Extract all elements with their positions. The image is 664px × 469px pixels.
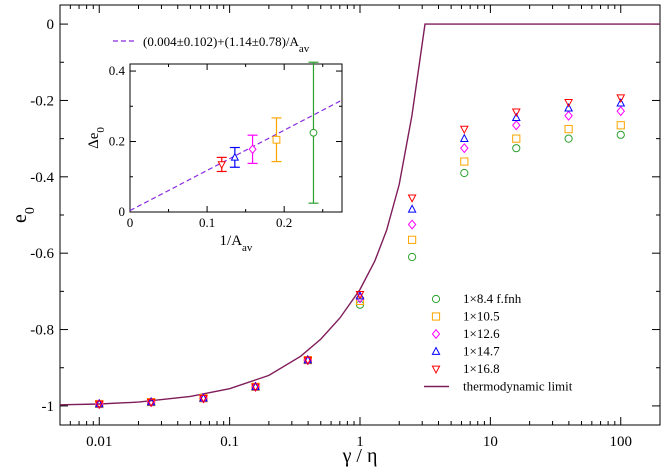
- y-tick-label: -0.4: [30, 170, 54, 186]
- data-point: [616, 98, 626, 107]
- data-point: [564, 98, 574, 108]
- data-point: [408, 252, 417, 262]
- x-tick-label: 1: [356, 434, 364, 450]
- inset-data-point: [272, 135, 281, 144]
- inset-frame: [129, 63, 343, 213]
- data-point: [146, 398, 156, 408]
- inset-plot: 0 0.1 0.2 0 0.2 0.4 1/Aav Δe0 (0.004±0.102)+(1.1…: [86, 34, 343, 254]
- inset-y-axis-label: Δe0: [86, 127, 107, 149]
- fit-legend-label: (0.004±0.102)+(1.14±0.78)/Aav: [143, 34, 310, 55]
- data-point: [511, 108, 521, 117]
- data-point: [616, 130, 625, 139]
- legend-marker: [431, 312, 441, 321]
- data-point: [94, 398, 104, 408]
- data-point: [199, 393, 208, 402]
- data-point: [616, 121, 625, 130]
- legend-label: 1×10.5: [463, 309, 500, 324]
- legend-label: 1×8.4 f.fnh: [463, 291, 522, 306]
- inset-x-tick-label: 0: [127, 215, 134, 230]
- x-tick-label: 10: [483, 434, 498, 450]
- y-tick-label: 0: [47, 17, 55, 33]
- data-point: [407, 219, 417, 230]
- inset-data-point: [309, 128, 318, 137]
- y-tick-label: -0.8: [30, 323, 54, 339]
- data-point: [94, 400, 104, 410]
- data-point: [251, 381, 260, 391]
- legend: 1×8.4 f.fnh 1×10.5 1×12.6 1×14.7 1×16.8 therm…: [424, 291, 573, 394]
- y-tick-label: -1: [42, 399, 55, 415]
- legend-label: 1×14.7: [463, 344, 500, 359]
- inset-y-tick-label: 0.2: [109, 134, 125, 149]
- x-tick-label: 0.01: [86, 434, 112, 450]
- inset-x-tick-label: 0.1: [199, 215, 215, 230]
- data-point: [564, 134, 573, 143]
- legend-marker: [431, 365, 441, 375]
- y-tick-label: -0.2: [30, 93, 54, 109]
- inset-data-point: [230, 152, 240, 161]
- x-tick-label: 100: [610, 434, 633, 450]
- data-point: [251, 383, 260, 392]
- data-point: [407, 194, 417, 203]
- data-point: [511, 112, 521, 122]
- data-point: [512, 134, 521, 143]
- data-point: [407, 204, 417, 213]
- data-point: [512, 120, 521, 131]
- legend-marker: [431, 328, 441, 340]
- data-point: [303, 356, 313, 366]
- inset-data-point: [217, 161, 226, 170]
- data-point: [512, 144, 521, 153]
- legend-marker: [431, 294, 441, 304]
- legend-label: 1×12.6: [463, 326, 500, 341]
- data-point: [408, 235, 417, 244]
- data-point: [460, 168, 469, 178]
- data-point: [564, 110, 573, 121]
- legend-marker: [431, 346, 441, 355]
- y-tick-label: -0.6: [30, 246, 54, 262]
- inset-y-tick-label: 0: [119, 204, 126, 219]
- x-axis-label: γ / η: [342, 445, 378, 467]
- data-point: [616, 94, 626, 103]
- data-point: [355, 291, 365, 300]
- data-point: [459, 133, 469, 143]
- legend-label: thermodynamic limit: [463, 379, 573, 394]
- data-point: [146, 397, 156, 406]
- legend-label: 1×16.8: [463, 361, 500, 376]
- data-point: [564, 124, 573, 134]
- inset-y-tick-label: 0.4: [109, 63, 126, 78]
- y-axis-label: e0: [9, 207, 38, 223]
- data-point: [460, 157, 469, 166]
- data-point: [199, 394, 208, 404]
- inset-x-axis-label: 1/Aav: [220, 233, 253, 254]
- data-point: [460, 143, 469, 154]
- data-point: [459, 125, 469, 135]
- x-tick-label: 0.1: [220, 434, 239, 450]
- inset-data-point: [248, 144, 257, 155]
- data-point: [303, 355, 313, 364]
- main-plot: 0.01 0.1 1 10 100 0 -0.2 -0.4 -0.6 -0.8 -1 γ / η e0: [9, 4, 661, 467]
- thermodynamic-limit-line: [59, 23, 660, 406]
- inset-x-tick-label: 0.2: [276, 215, 292, 230]
- data-point: [564, 103, 574, 112]
- data-point: [616, 106, 626, 117]
